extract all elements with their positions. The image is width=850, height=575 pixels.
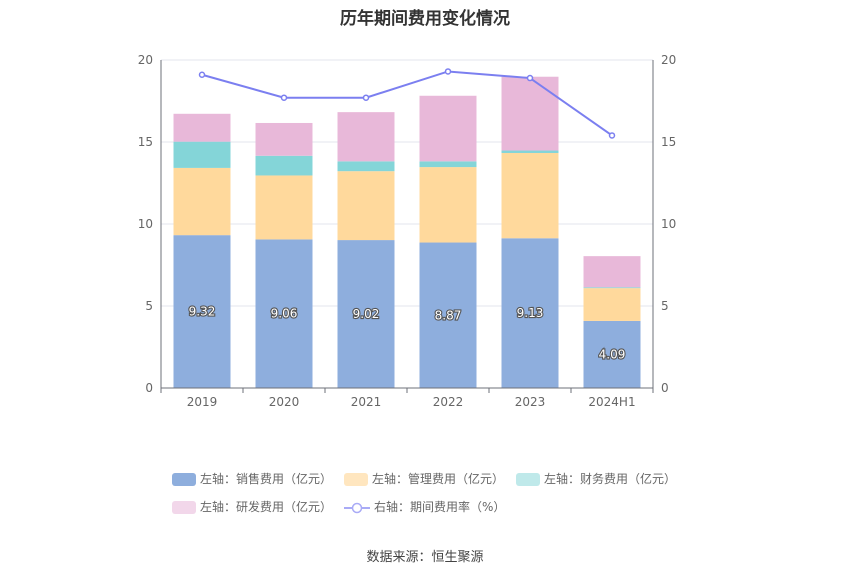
series-line-expense-ratio — [201, 70, 613, 137]
legend-swatch-icon — [172, 501, 196, 514]
bar-segment-2023-s1 — [501, 152, 559, 239]
bar-data-label: 9.32 — [189, 305, 216, 319]
left-axis-tick-label: 0 — [145, 381, 153, 395]
bar-segment-2019-s1 — [173, 167, 231, 236]
data-source: 数据来源：恒生聚源 — [366, 550, 484, 565]
legend-label: 右轴：期间费用率（%） — [374, 500, 506, 514]
bar-segment-2021-s2 — [337, 161, 395, 172]
x-axis-category-label: 2022 — [433, 395, 464, 409]
legend-item[interactable]: 右轴：期间费用率（%） — [344, 498, 505, 515]
axes: 0 5 10 15 20 0 5 10 15 20 2019 2020 2021 2022 2023 2024… — [138, 53, 677, 409]
left-axis-tick-label: 10 — [138, 217, 153, 231]
bar-data-label: 9.02 — [353, 307, 380, 321]
line-point-2024H1 — [608, 132, 616, 139]
bar-layer — [173, 76, 641, 388]
line-point-2021 — [362, 94, 370, 101]
legend-item[interactable]: 左轴：研发费用（亿元） — [172, 498, 332, 515]
left-axis-tick-label: 15 — [138, 135, 153, 149]
x-axis-category-label: 2020 — [269, 395, 300, 409]
legend-swatch-icon — [344, 473, 368, 486]
bar-data-label: 9.13 — [517, 306, 544, 320]
bar-segment-2020-s3 — [255, 122, 313, 156]
bar-data-label: 9.06 — [271, 307, 298, 321]
bar-segment-2024H1-s0 — [583, 320, 641, 388]
bar-data-label: 8.87 — [435, 308, 462, 322]
line-point-2022 — [444, 68, 452, 75]
bar-segment-2022-s0 — [419, 242, 477, 388]
right-axis-tick-label: 20 — [661, 53, 676, 67]
line-point-2023 — [526, 74, 534, 82]
legend-swatch-icon — [516, 473, 540, 486]
legend-item[interactable]: 左轴：管理费用（亿元） — [344, 470, 504, 487]
legend-item[interactable]: 左轴：销售费用（亿元） — [172, 470, 332, 487]
bar-segment-2019-s3 — [173, 113, 231, 142]
legend-swatch-icon — [344, 501, 370, 515]
chart-canvas: 9.32 9.06 9.02 8.87 9.13 4.09 0 5 10 15 20 0 5 10 15 2… — [138, 53, 677, 409]
grid-lines — [161, 59, 653, 307]
x-axis-category-label: 2023 — [515, 395, 546, 409]
right-axis-tick-label: 15 — [661, 135, 676, 149]
bar-segment-2022-s1 — [419, 167, 477, 243]
bar-segment-2024H1-s3 — [583, 256, 641, 288]
data-label-layer: 9.32 9.06 9.02 8.87 9.13 4.09 — [188, 303, 627, 362]
right-axis-tick-label: 5 — [661, 299, 669, 313]
bar-segment-2024H1-s2 — [583, 287, 641, 289]
bar-segment-2021-s1 — [337, 171, 395, 241]
bar-segment-2020-s2 — [255, 155, 313, 176]
bar-segment-2020-s1 — [255, 175, 313, 240]
line-layer — [198, 68, 616, 139]
line-point-2019 — [198, 71, 206, 79]
left-axis-tick-label: 20 — [138, 53, 153, 67]
bar-segment-2022-s3 — [419, 95, 477, 162]
bar-segment-2024H1-s1 — [583, 288, 641, 321]
bar-segment-2020-s0 — [255, 239, 313, 388]
legend-label: 左轴：销售费用（亿元） — [200, 472, 333, 486]
legend-label: 左轴：管理费用（亿元） — [372, 472, 505, 486]
legend-label: 左轴：财务费用（亿元） — [544, 472, 677, 486]
bar-segment-2021-s3 — [337, 112, 395, 162]
legend-item[interactable]: 左轴：财务费用（亿元） — [516, 470, 676, 487]
x-axis-category-label: 2024H1 — [588, 395, 635, 409]
left-axis-tick-label: 5 — [145, 299, 153, 313]
bar-segment-2023-s0 — [501, 238, 559, 388]
bar-segment-2022-s2 — [419, 161, 477, 168]
bar-data-label: 4.09 — [599, 347, 626, 361]
bar-segment-2021-s0 — [337, 240, 395, 388]
x-axis-category-label: 2021 — [351, 395, 382, 409]
bar-segment-2023-s3 — [501, 76, 559, 151]
line-point-2020 — [280, 94, 288, 101]
bar-segment-2019-s2 — [173, 141, 231, 168]
x-axis-category-label: 2019 — [187, 395, 218, 409]
right-axis-tick-label: 10 — [661, 217, 676, 231]
chart-title: 历年期间费用变化情况 — [340, 9, 510, 29]
bar-segment-2023-s2 — [501, 150, 559, 153]
legend-swatch-icon — [172, 473, 196, 486]
bar-segment-2019-s0 — [173, 235, 231, 388]
legend-label: 左轴：研发费用（亿元） — [200, 500, 333, 514]
right-axis-tick-label: 0 — [661, 381, 669, 395]
